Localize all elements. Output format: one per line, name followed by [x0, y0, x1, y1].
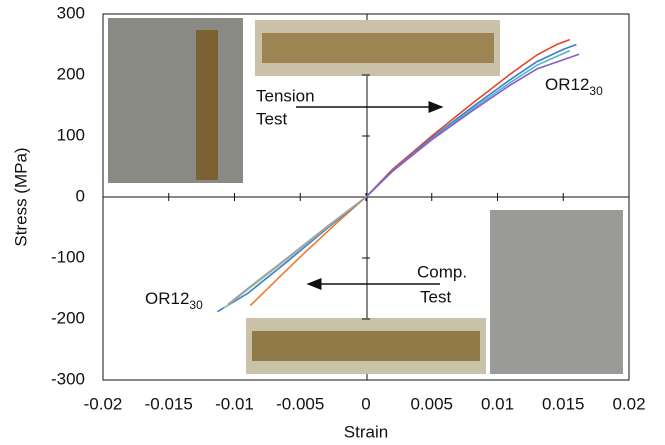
x-tick-label: -0.01	[215, 394, 254, 413]
label-sub: 30	[189, 298, 203, 312]
y-tick-label: -200	[51, 308, 85, 327]
annotation: Comp.	[417, 262, 467, 281]
y-tick-label: 0	[76, 186, 85, 205]
x-tick-label: -0.005	[276, 394, 324, 413]
x-axis-title: Strain	[344, 422, 388, 441]
series-line	[365, 38, 571, 198]
photo-specimen-strip	[262, 33, 494, 63]
y-tick-label: -100	[51, 247, 85, 266]
annotation: Tension	[256, 86, 315, 105]
photo-specimen	[196, 30, 218, 180]
x-tick-label: 0.01	[481, 394, 514, 413]
photo-specimen-strip	[252, 331, 480, 361]
y-tick-label: 200	[57, 64, 85, 83]
label-sub: 30	[589, 84, 603, 98]
photo-tension-rig	[108, 18, 243, 183]
series-label: OR1230	[145, 289, 203, 312]
x-tick-label: 0	[361, 394, 370, 413]
y-tick-label: -300	[51, 369, 85, 388]
series-line	[249, 196, 367, 307]
x-tick-label: 0.005	[410, 394, 453, 413]
y-tick-label: 100	[57, 125, 85, 144]
series-line	[365, 53, 580, 198]
series-line	[227, 196, 367, 306]
y-axis-title: Stress (MPa)	[11, 147, 30, 246]
photo-comp-rig	[490, 210, 623, 374]
x-tick-label: -0.02	[84, 394, 123, 413]
x-tick-label: -0.015	[145, 394, 193, 413]
y-tick-label: 300	[57, 3, 85, 22]
annotation: Test	[420, 287, 451, 306]
label-text: OR12	[145, 289, 189, 308]
x-tick-label: 0.02	[612, 394, 645, 413]
x-tick-label: 0.015	[542, 394, 585, 413]
series-label: OR1230	[545, 75, 603, 98]
annotation: Test	[256, 109, 287, 128]
label-text: OR12	[545, 75, 589, 94]
